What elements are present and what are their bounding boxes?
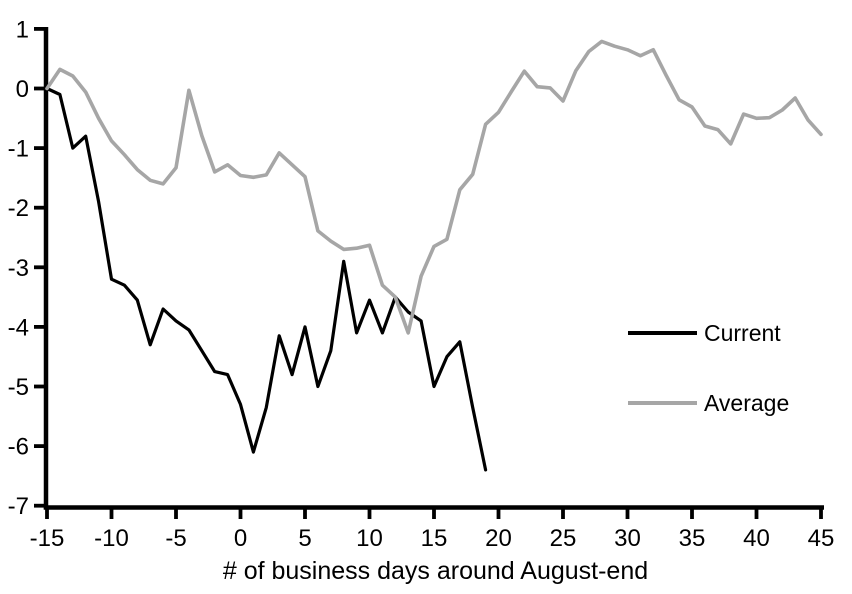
y-tick-label: 1	[16, 16, 29, 43]
x-tick-label: -5	[165, 525, 186, 552]
y-tick-label: 0	[16, 76, 29, 103]
legend-item-average: Average	[628, 390, 789, 416]
current-line-swatch	[628, 331, 697, 335]
y-tick-label: -1	[8, 136, 29, 163]
x-tick-label: 40	[743, 525, 770, 552]
y-tick-label: -5	[8, 374, 29, 401]
legend-label-current: Current	[704, 320, 781, 346]
x-tick-label: -10	[94, 525, 129, 552]
y-tick-label: -2	[8, 195, 29, 222]
y-tick-label: -4	[8, 314, 29, 341]
x-tick-label: 5	[298, 525, 311, 552]
x-tick-label: 20	[485, 525, 512, 552]
x-tick-label: 35	[679, 525, 706, 552]
x-tick-label: 45	[808, 525, 835, 552]
legend-label-average: Average	[704, 390, 790, 416]
y-tick-label: -3	[8, 255, 29, 282]
x-tick-label: 10	[356, 525, 383, 552]
y-tick-label: -6	[8, 434, 29, 461]
x-axis-title: # of business days around August-end	[222, 557, 649, 585]
y-tick-label: -7	[8, 493, 29, 520]
x-tick-label: 0	[234, 525, 247, 552]
average-line-swatch	[628, 401, 697, 405]
average-series-line	[45, 39, 823, 335]
x-tick-label: 30	[614, 525, 641, 552]
x-tick-label: -15	[30, 525, 65, 552]
x-tick-label: 15	[421, 525, 448, 552]
legend-item-current: Current	[628, 320, 781, 346]
x-tick-label: 25	[550, 525, 577, 552]
